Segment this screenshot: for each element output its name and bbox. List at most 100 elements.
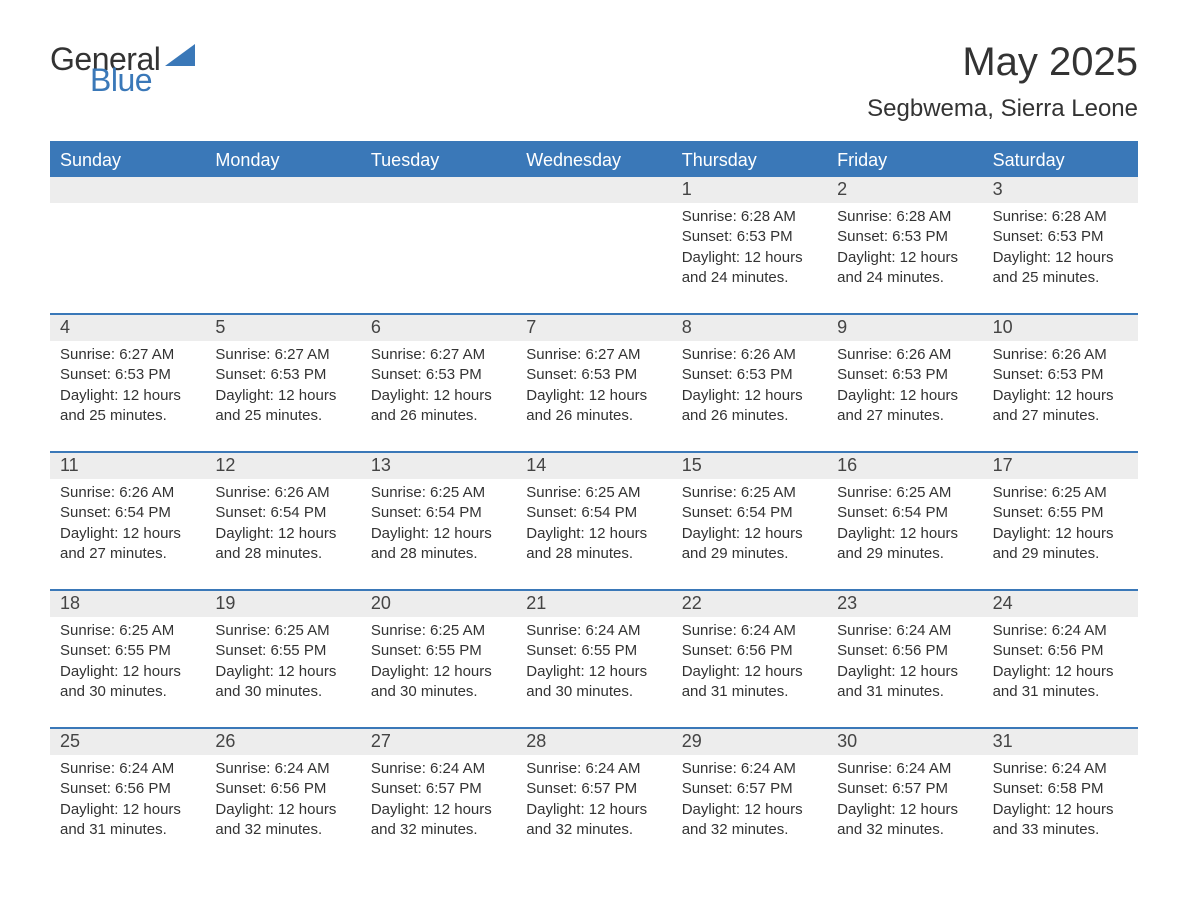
daylight-text: Daylight: 12 hours and 29 minutes. (682, 524, 817, 565)
day-cell: Sunrise: 6:24 AMSunset: 6:56 PMDaylight:… (672, 617, 827, 727)
daylight-text: Daylight: 12 hours and 30 minutes. (526, 662, 661, 703)
day-cell: Sunrise: 6:28 AMSunset: 6:53 PMDaylight:… (983, 203, 1138, 313)
sunset-text: Sunset: 6:54 PM (526, 503, 661, 523)
daylight-text: Daylight: 12 hours and 32 minutes. (371, 800, 506, 841)
day-number: 19 (205, 591, 360, 617)
daylight-text: Daylight: 12 hours and 24 minutes. (682, 248, 817, 289)
day-number: 25 (50, 729, 205, 755)
sunrise-text: Sunrise: 6:24 AM (993, 759, 1128, 779)
sunrise-text: Sunrise: 6:27 AM (526, 345, 661, 365)
daylight-text: Daylight: 12 hours and 29 minutes. (837, 524, 972, 565)
day-number: 13 (361, 453, 516, 479)
day-cell: Sunrise: 6:24 AMSunset: 6:56 PMDaylight:… (827, 617, 982, 727)
sunrise-text: Sunrise: 6:26 AM (60, 483, 195, 503)
sunrise-text: Sunrise: 6:25 AM (371, 621, 506, 641)
daylight-text: Daylight: 12 hours and 31 minutes. (682, 662, 817, 703)
header: General Blue May 2025 Segbwema, Sierra L… (50, 40, 1138, 123)
sunset-text: Sunset: 6:56 PM (993, 641, 1128, 661)
day-number: 2 (827, 177, 982, 203)
sunset-text: Sunset: 6:54 PM (215, 503, 350, 523)
sunrise-text: Sunrise: 6:25 AM (215, 621, 350, 641)
daylight-text: Daylight: 12 hours and 30 minutes. (371, 662, 506, 703)
sunset-text: Sunset: 6:56 PM (60, 779, 195, 799)
day-cell: Sunrise: 6:25 AMSunset: 6:55 PMDaylight:… (983, 479, 1138, 589)
daylight-text: Daylight: 12 hours and 24 minutes. (837, 248, 972, 289)
sunset-text: Sunset: 6:53 PM (993, 365, 1128, 385)
page-subtitle: Segbwema, Sierra Leone (867, 95, 1138, 123)
page-title: May 2025 (867, 40, 1138, 85)
day-number: 5 (205, 315, 360, 341)
daybody-row: Sunrise: 6:28 AMSunset: 6:53 PMDaylight:… (50, 203, 1138, 313)
sunrise-text: Sunrise: 6:26 AM (215, 483, 350, 503)
day-number: 4 (50, 315, 205, 341)
day-cell: Sunrise: 6:24 AMSunset: 6:58 PMDaylight:… (983, 755, 1138, 865)
day-cell: Sunrise: 6:25 AMSunset: 6:54 PMDaylight:… (361, 479, 516, 589)
sunset-text: Sunset: 6:55 PM (60, 641, 195, 661)
daybody-row: Sunrise: 6:25 AMSunset: 6:55 PMDaylight:… (50, 617, 1138, 727)
sunrise-text: Sunrise: 6:25 AM (837, 483, 972, 503)
daybody-row: Sunrise: 6:26 AMSunset: 6:54 PMDaylight:… (50, 479, 1138, 589)
sunrise-text: Sunrise: 6:24 AM (215, 759, 350, 779)
day-header: Tuesday (361, 144, 516, 177)
week-row: 11121314151617Sunrise: 6:26 AMSunset: 6:… (50, 451, 1138, 589)
daylight-text: Daylight: 12 hours and 30 minutes. (60, 662, 195, 703)
day-number: 7 (516, 315, 671, 341)
day-cell: Sunrise: 6:26 AMSunset: 6:53 PMDaylight:… (983, 341, 1138, 451)
day-number: 23 (827, 591, 982, 617)
daylight-text: Daylight: 12 hours and 28 minutes. (526, 524, 661, 565)
sunset-text: Sunset: 6:54 PM (60, 503, 195, 523)
sunrise-text: Sunrise: 6:25 AM (682, 483, 817, 503)
day-cell (361, 203, 516, 313)
sunrise-text: Sunrise: 6:24 AM (837, 759, 972, 779)
daylight-text: Daylight: 12 hours and 26 minutes. (526, 386, 661, 427)
day-cell: Sunrise: 6:25 AMSunset: 6:55 PMDaylight:… (50, 617, 205, 727)
sunset-text: Sunset: 6:53 PM (682, 227, 817, 247)
daylight-text: Daylight: 12 hours and 28 minutes. (215, 524, 350, 565)
day-number: 26 (205, 729, 360, 755)
daynum-row: 45678910 (50, 315, 1138, 341)
day-header: Wednesday (516, 144, 671, 177)
day-number: 1 (672, 177, 827, 203)
day-number: 21 (516, 591, 671, 617)
daybody-row: Sunrise: 6:27 AMSunset: 6:53 PMDaylight:… (50, 341, 1138, 451)
sunset-text: Sunset: 6:55 PM (215, 641, 350, 661)
day-number: 3 (983, 177, 1138, 203)
day-number (205, 177, 360, 203)
week-row: 123Sunrise: 6:28 AMSunset: 6:53 PMDaylig… (50, 177, 1138, 313)
daylight-text: Daylight: 12 hours and 32 minutes. (837, 800, 972, 841)
day-header: Sunday (50, 144, 205, 177)
week-row: 18192021222324Sunrise: 6:25 AMSunset: 6:… (50, 589, 1138, 727)
day-cell: Sunrise: 6:24 AMSunset: 6:57 PMDaylight:… (672, 755, 827, 865)
day-number: 14 (516, 453, 671, 479)
daylight-text: Daylight: 12 hours and 25 minutes. (215, 386, 350, 427)
day-number (361, 177, 516, 203)
sunrise-text: Sunrise: 6:26 AM (837, 345, 972, 365)
daynum-row: 123 (50, 177, 1138, 203)
sunset-text: Sunset: 6:53 PM (60, 365, 195, 385)
daylight-text: Daylight: 12 hours and 32 minutes. (526, 800, 661, 841)
day-number: 10 (983, 315, 1138, 341)
sunrise-text: Sunrise: 6:25 AM (60, 621, 195, 641)
daylight-text: Daylight: 12 hours and 30 minutes. (215, 662, 350, 703)
sunrise-text: Sunrise: 6:24 AM (526, 759, 661, 779)
day-cell: Sunrise: 6:24 AMSunset: 6:56 PMDaylight:… (983, 617, 1138, 727)
sunset-text: Sunset: 6:53 PM (837, 365, 972, 385)
daylight-text: Daylight: 12 hours and 31 minutes. (60, 800, 195, 841)
sunset-text: Sunset: 6:57 PM (371, 779, 506, 799)
sunset-text: Sunset: 6:53 PM (371, 365, 506, 385)
daylight-text: Daylight: 12 hours and 27 minutes. (837, 386, 972, 427)
day-cell: Sunrise: 6:27 AMSunset: 6:53 PMDaylight:… (361, 341, 516, 451)
sunrise-text: Sunrise: 6:24 AM (682, 621, 817, 641)
day-cell: Sunrise: 6:27 AMSunset: 6:53 PMDaylight:… (516, 341, 671, 451)
day-number: 15 (672, 453, 827, 479)
day-cell: Sunrise: 6:26 AMSunset: 6:53 PMDaylight:… (672, 341, 827, 451)
calendar: SundayMondayTuesdayWednesdayThursdayFrid… (50, 141, 1138, 865)
day-number: 17 (983, 453, 1138, 479)
day-cell: Sunrise: 6:27 AMSunset: 6:53 PMDaylight:… (205, 341, 360, 451)
sunrise-text: Sunrise: 6:25 AM (993, 483, 1128, 503)
sunrise-text: Sunrise: 6:26 AM (993, 345, 1128, 365)
sunrise-text: Sunrise: 6:24 AM (371, 759, 506, 779)
day-cell: Sunrise: 6:24 AMSunset: 6:55 PMDaylight:… (516, 617, 671, 727)
day-header: Friday (827, 144, 982, 177)
sunrise-text: Sunrise: 6:25 AM (526, 483, 661, 503)
